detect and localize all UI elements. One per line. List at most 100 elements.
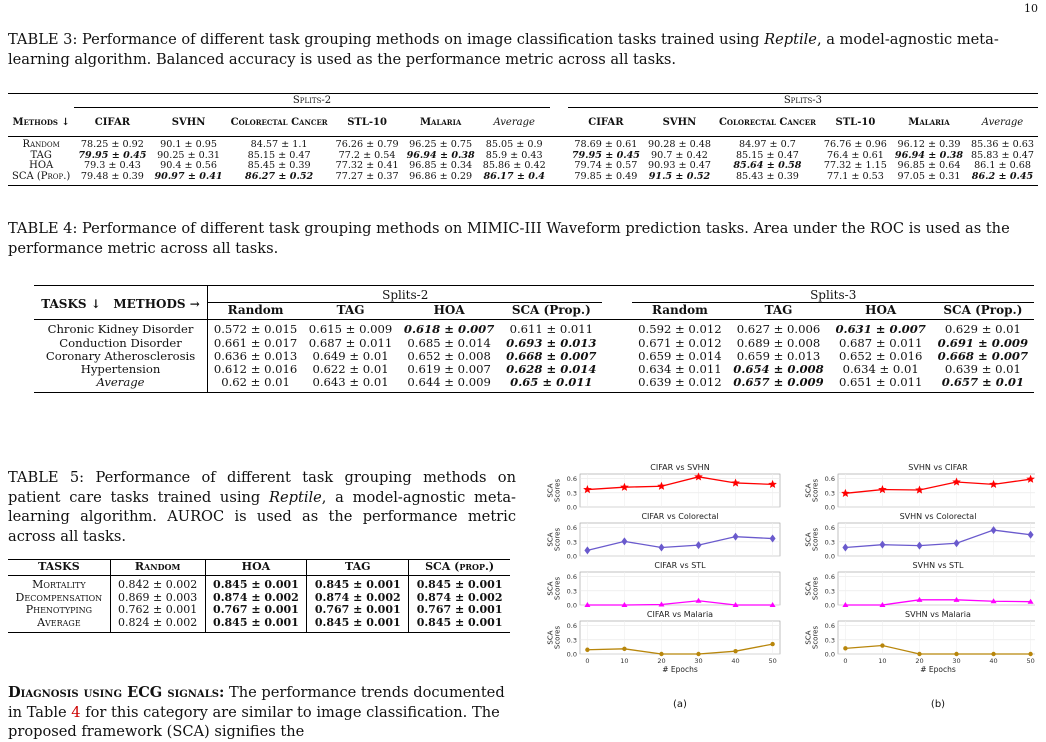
table4-cell: 0.691 ± 0.009 [937,335,1029,350]
table3-splits3-col-3: STL-10 [835,116,876,128]
y-tick-label: 0.6 [825,524,835,532]
data-point-marker [659,651,664,657]
table3-cell: 85.43 ± 0.39 [735,170,799,182]
table4-cell: 0.668 ± 0.007 [506,348,597,363]
table3-cell: 96.25 ± 0.75 [409,139,473,151]
x-tick-label: 20 [915,657,923,665]
table4-cell: 0.652 ± 0.016 [838,348,923,363]
table4-cell: 0.62 ± 0.01 [221,375,290,390]
table4-cell: 0.651 ± 0.011 [838,375,923,390]
table3-cell: 79.48 ± 0.39 [80,170,144,182]
y-tick-label: 0.6 [567,475,577,483]
subplot-title: CIFAR vs SVHN [650,463,709,472]
table3-cell: 90.28 ± 0.48 [647,139,711,151]
table4-row: Average 0.62 ± 0.01 0.643 ± 0.01 0.644 ± 0.… [34,376,1034,393]
series-line [587,476,773,491]
y-tick-label: 0.0 [567,651,577,659]
data-point-marker [658,601,665,607]
data-point-marker [842,602,849,607]
table3-cell: 78.25 ± 0.92 [80,139,144,151]
subplot: CIFAR vs STL 0.0 0.3 0.6 SCAScores [547,561,781,610]
data-point-marker [916,541,923,550]
table4-group-splits2: Splits-2 [207,285,603,304]
y-tick-label: 0.0 [825,504,835,512]
data-point-marker [842,543,849,552]
data-point-marker [990,598,997,604]
table4-cell: 0.619 ± 0.007 [407,362,491,377]
table3-cell: 90.93 ± 0.47 [647,160,711,172]
table4-group-splits3: Splits-3 [632,285,1034,304]
table3-cell: 77.27 ± 0.37 [335,170,399,182]
table3-cell: 85.86 ± 0.42 [482,160,546,172]
table5-cell: 0.767 ± 0.001 [306,603,410,617]
data-point-marker [585,647,590,652]
data-point-marker [843,646,848,651]
data-point-marker [621,537,628,546]
table5-col-4: SCA (prop.) [425,560,495,573]
y-axis-label: SCAScores [805,479,820,503]
data-point-marker [990,526,997,535]
table3-row: TAG 79.95 ± 0.45 90.25 ± 0.31 85.15 ± 0.47 7… [8,149,1038,161]
table5-cell: 0.842 ± 0.002 [110,575,206,592]
x-axis-label: # Epochs [920,665,956,674]
table3-cell: 76.26 ± 0.79 [335,139,399,151]
table5-col-3: TAG [306,559,410,576]
table3-cell: 96.12 ± 0.39 [897,139,961,151]
data-point-marker [953,539,960,548]
table4-task-cell: Average [34,376,209,393]
table3-splits3-col-2: Colorectal Cancer [718,116,816,128]
table4-cell: 0.629 ± 0.01 [944,322,1021,337]
data-point-marker [621,602,628,607]
subplot: CIFAR vs Malaria 0.0 0.3 0.6 SCAScores 0 10 20 3… [547,610,781,674]
table5-cell: 0.845 ± 0.001 [205,616,308,633]
subplot: SVHN vs STL 0.0 0.3 0.6 SCAScores [805,561,1035,610]
table3-cell: 84.57 ± 1.1 [250,139,308,151]
data-point-marker [658,543,665,552]
table4-cell: 0.628 ± 0.014 [506,362,597,377]
data-point-marker [768,479,777,489]
table4-cell: 0.639 ± 0.01 [944,362,1021,377]
data-point-marker [878,485,887,494]
series-line [587,536,773,551]
y-tick-label: 0.3 [567,538,577,546]
table3-row: HOA 79.3 ± 0.43 90.4 ± 0.56 85.45 ± 0.39 77.… [8,160,1038,172]
data-point-marker [1027,598,1034,604]
table3-caption-post: , a model-agnostic meta-learning algorit… [8,31,999,68]
table3-cell: 85.05 ± 0.9 [485,139,543,151]
data-point-marker [583,485,592,494]
table4-cell: 0.634 ± 0.011 [638,362,722,377]
table5-cell: 0.874 ± 0.002 [306,591,410,605]
table5-cell: 0.845 ± 0.001 [416,578,503,592]
table3-cell: 79.95 ± 0.45 [571,149,640,161]
data-point-marker [841,488,850,497]
y-axis-label: SCAScores [547,528,562,552]
table-ref-link[interactable]: 4 [71,703,81,721]
table4-task-cell: Hypertension [34,362,209,377]
subplot-title: SVHN vs Colorectal [900,512,977,521]
body-text-pre: The performance trends documented in Tab… [8,684,505,721]
table4-cell: 0.654 ± 0.008 [733,362,824,377]
table3-splits2-col-3: STL-10 [347,116,387,128]
y-tick-label: 0.0 [567,504,577,512]
series-line [845,644,1031,655]
series-line [845,478,1031,494]
table3-cell: 91.5 ± 0.52 [648,170,711,182]
x-tick-label: 30 [694,657,702,665]
y-tick-label: 0.6 [567,524,577,532]
figure-panel-label: (b) [931,699,945,710]
table4-cell: 0.634 ± 0.01 [842,362,919,377]
table3-caption: TABLE 3: Performance of different task g… [8,30,1038,69]
y-tick-label: 0.6 [567,622,577,630]
table3-cell: 86.2 ± 0.45 [971,170,1034,182]
data-point-marker [954,651,959,657]
data-point-marker [1028,651,1033,657]
data-point-marker [770,641,775,647]
table5-cell: 0.845 ± 0.001 [306,575,410,592]
subplot: CIFAR vs Colorectal 0.0 0.3 0.6 SCAScores [547,512,781,561]
table4-row: Coronary Atherosclerosis 0.636 ± 0.013 0.6… [34,348,1034,364]
table5: TASKS Random HOA TAG SCA (prop.) Mortality 0.… [8,559,510,634]
data-point-marker [879,602,886,607]
y-tick-label: 0.3 [825,538,835,546]
table4-cell: 0.659 ± 0.014 [638,348,722,363]
y-tick-label: 0.6 [825,475,835,483]
